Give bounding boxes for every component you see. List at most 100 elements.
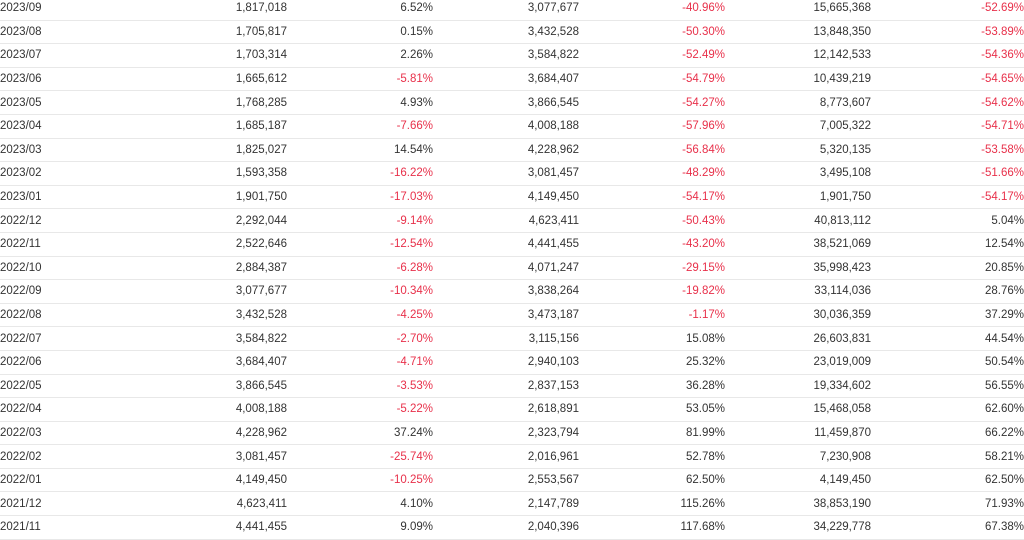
month-cell: 2023/04: [0, 114, 140, 139]
pct3-cell: 66.22%: [871, 421, 1024, 446]
pct3-cell: 56.55%: [871, 374, 1024, 399]
month-cell: 2022/05: [0, 374, 140, 399]
value1-cell: 1,901,750: [140, 185, 287, 210]
value1-cell: 4,149,450: [140, 468, 287, 493]
pct1-cell: 37.24%: [287, 421, 433, 446]
month-cell: 2022/11: [0, 232, 140, 257]
table-row: 2023/06 1,665,612 -5.81% 3,684,407 -54.79% 10…: [0, 67, 1024, 92]
pct1-cell: -17.03%: [287, 185, 433, 210]
value1-cell: 1,825,027: [140, 138, 287, 163]
value2-cell: 4,441,455: [433, 232, 579, 257]
pct3-cell: -54.62%: [871, 90, 1024, 115]
pct2-cell: -29.15%: [579, 256, 725, 281]
pct2-cell: 117.68%: [579, 515, 725, 540]
month-cell: 2022/10: [0, 256, 140, 281]
pct1-cell: 4.10%: [287, 491, 433, 517]
value2-cell: 2,323,794: [433, 421, 579, 446]
pct2-cell: 53.05%: [579, 397, 725, 422]
month-cell: 2022/03: [0, 421, 140, 446]
table-row: 2022/07 3,584,822 -2.70% 3,115,156 15.08% 26,…: [0, 326, 1024, 351]
value2-cell: 2,553,567: [433, 468, 579, 493]
pct3-cell: 37.29%: [871, 303, 1024, 328]
table-row: 2021/11 4,441,455 9.09% 2,040,396 117.68% 34,…: [0, 515, 1024, 540]
value2-cell: 3,584,822: [433, 43, 579, 68]
value3-cell: 33,114,036: [725, 279, 871, 304]
pct2-cell: -40.96%: [579, 0, 725, 21]
value1-cell: 2,884,387: [140, 256, 287, 281]
pct1-cell: -6.28%: [287, 256, 433, 281]
value3-cell: 7,230,908: [725, 444, 871, 469]
pct2-cell: -1.17%: [579, 303, 725, 328]
pct1-cell: -9.14%: [287, 208, 433, 233]
value3-cell: 35,998,423: [725, 256, 871, 281]
pct3-cell: 5.04%: [871, 208, 1024, 233]
value3-cell: 15,665,368: [725, 0, 871, 21]
table-row: 2023/04 1,685,187 -7.66% 4,008,188 -57.96% 7,…: [0, 114, 1024, 139]
pct1-cell: -10.34%: [287, 279, 433, 304]
value2-cell: 2,016,961: [433, 444, 579, 469]
pct3-cell: 71.93%: [871, 491, 1024, 517]
month-cell: 2021/11: [0, 515, 140, 540]
pct2-cell: -54.79%: [579, 67, 725, 92]
value2-cell: 4,228,962: [433, 138, 579, 163]
value2-cell: 4,071,247: [433, 256, 579, 281]
table-row: 2022/11 2,522,646 -12.54% 4,441,455 -43.20% 3…: [0, 232, 1024, 257]
pct1-cell: -5.22%: [287, 397, 433, 422]
value3-cell: 8,773,607: [725, 90, 871, 115]
value1-cell: 4,623,411: [140, 491, 287, 517]
pct1-cell: 14.54%: [287, 138, 433, 163]
pct2-cell: 62.50%: [579, 468, 725, 493]
table-row: 2023/02 1,593,358 -16.22% 3,081,457 -48.29% 3…: [0, 161, 1024, 186]
pct2-cell: -54.27%: [579, 90, 725, 115]
value3-cell: 40,813,112: [725, 208, 871, 233]
value3-cell: 26,603,831: [725, 326, 871, 351]
pct1-cell: 6.52%: [287, 0, 433, 21]
month-cell: 2022/09: [0, 279, 140, 304]
table-row: 2022/01 4,149,450 -10.25% 2,553,567 62.50% 4,…: [0, 468, 1024, 493]
pct1-cell: -10.25%: [287, 468, 433, 493]
month-cell: 2022/04: [0, 397, 140, 422]
value3-cell: 38,853,190: [725, 491, 871, 517]
table-row: 2023/09 1,817,018 6.52% 3,077,677 -40.96% 15,…: [0, 0, 1024, 21]
pct3-cell: -53.89%: [871, 20, 1024, 45]
month-cell: 2023/06: [0, 67, 140, 92]
pct3-cell: -52.69%: [871, 0, 1024, 21]
pct2-cell: -50.30%: [579, 20, 725, 45]
pct2-cell: -52.49%: [579, 43, 725, 68]
table-row: 2023/08 1,705,817 0.15% 3,432,528 -50.30% 13,…: [0, 20, 1024, 45]
table-row: 2022/06 3,684,407 -4.71% 2,940,103 25.32% 23,…: [0, 350, 1024, 375]
value3-cell: 15,468,058: [725, 397, 871, 422]
pct3-cell: 44.54%: [871, 326, 1024, 351]
pct1-cell: -3.53%: [287, 374, 433, 399]
pct1-cell: -4.25%: [287, 303, 433, 328]
value1-cell: 4,441,455: [140, 515, 287, 540]
pct2-cell: 25.32%: [579, 350, 725, 375]
value3-cell: 5,320,135: [725, 138, 871, 163]
pct1-cell: -2.70%: [287, 326, 433, 351]
pct2-cell: 36.28%: [579, 374, 725, 399]
value2-cell: 2,040,396: [433, 515, 579, 540]
value3-cell: 23,019,009: [725, 350, 871, 375]
value1-cell: 1,593,358: [140, 161, 287, 186]
value3-cell: 10,439,219: [725, 67, 871, 92]
value3-cell: 12,142,533: [725, 43, 871, 68]
value3-cell: 4,149,450: [725, 468, 871, 493]
value1-cell: 1,817,018: [140, 0, 287, 21]
value2-cell: 3,081,457: [433, 161, 579, 186]
value3-cell: 13,848,350: [725, 20, 871, 45]
pct3-cell: -54.17%: [871, 185, 1024, 210]
pct2-cell: -48.29%: [579, 161, 725, 186]
pct1-cell: -16.22%: [287, 161, 433, 186]
pct2-cell: -19.82%: [579, 279, 725, 304]
value2-cell: 2,837,153: [433, 374, 579, 399]
pct2-cell: 81.99%: [579, 421, 725, 446]
month-cell: 2021/12: [0, 491, 140, 517]
pct3-cell: 67.38%: [871, 515, 1024, 540]
value1-cell: 1,768,285: [140, 90, 287, 115]
value3-cell: 7,005,322: [725, 114, 871, 139]
table-row: 2022/03 4,228,962 37.24% 2,323,794 81.99% 11,…: [0, 421, 1024, 446]
table-row: 2022/04 4,008,188 -5.22% 2,618,891 53.05% 15,…: [0, 397, 1024, 422]
month-cell: 2022/02: [0, 444, 140, 469]
